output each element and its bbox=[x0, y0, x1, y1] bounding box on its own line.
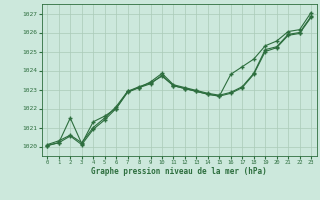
X-axis label: Graphe pression niveau de la mer (hPa): Graphe pression niveau de la mer (hPa) bbox=[91, 167, 267, 176]
